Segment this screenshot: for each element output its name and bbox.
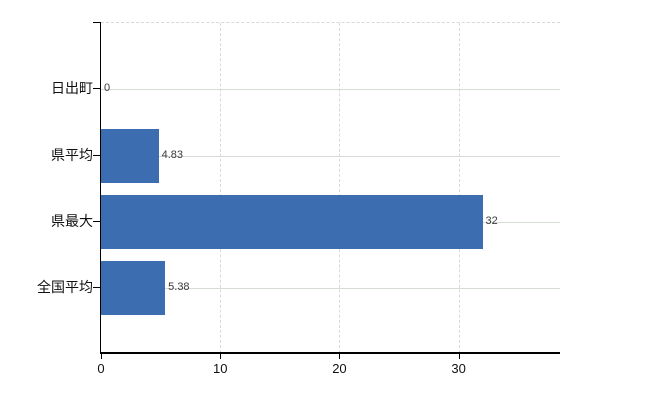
- x-axis-tick-label: 20: [332, 361, 347, 376]
- x-axis-line: [100, 352, 560, 354]
- x-axis-tick: [220, 354, 222, 359]
- bar: [101, 195, 483, 249]
- plot-area: 0 4.83 32 5.38: [101, 22, 560, 353]
- y-axis-tick: [93, 88, 101, 89]
- x-axis-tick: [101, 354, 102, 359]
- category-label: 県平均: [51, 147, 93, 163]
- y-axis-tick: [93, 221, 101, 222]
- y-axis-line: [99, 22, 101, 354]
- grid-line-vertical: [220, 23, 222, 353]
- x-axis-tick-label: 10: [212, 361, 228, 376]
- x-axis-tick-label: 30: [451, 361, 466, 376]
- value-label: 5.38: [168, 281, 190, 293]
- category-label: 日出町: [51, 80, 93, 96]
- y-axis-tick: [93, 287, 101, 288]
- x-axis-tick: [339, 354, 341, 359]
- grid-line-vertical: [339, 23, 341, 353]
- y-axis-tick: [93, 22, 101, 23]
- grid-line-vertical: [458, 23, 460, 353]
- value-label: 0: [104, 82, 111, 94]
- grid-line-horizontal: [101, 288, 560, 289]
- grid-line-horizontal: [101, 156, 560, 157]
- value-label: 4.83: [161, 149, 183, 161]
- y-axis-tick: [93, 155, 101, 156]
- x-axis-tick: [458, 354, 460, 359]
- grid-line-horizontal: [101, 89, 560, 90]
- value-label: 32: [485, 215, 498, 227]
- category-label: 全国平均: [37, 279, 93, 295]
- bar: [101, 261, 166, 315]
- x-axis-tick-label: 0: [97, 361, 105, 376]
- category-label: 県最大: [51, 213, 93, 229]
- bar: [101, 129, 159, 183]
